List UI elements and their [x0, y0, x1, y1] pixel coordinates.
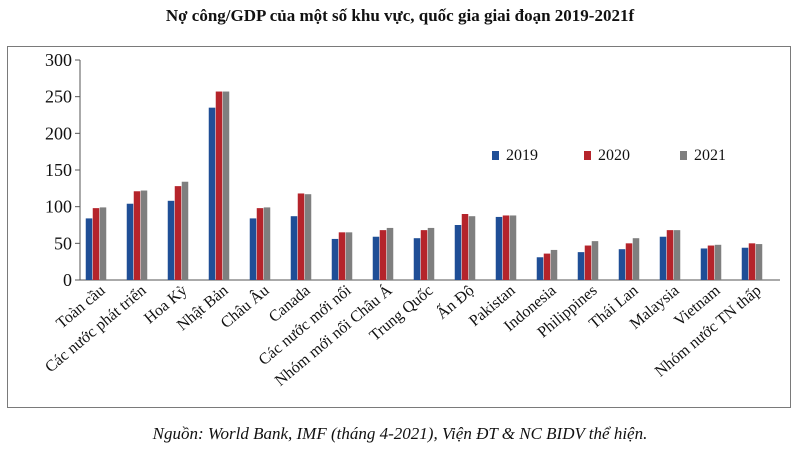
legend-swatch-2021: [680, 151, 687, 160]
bar-2020-13: [625, 243, 633, 280]
chart-title: Nợ công/GDP của một số khu vực, quốc gia…: [165, 6, 635, 25]
bar-2021-10: [509, 215, 517, 280]
bar-2020-11: [543, 253, 551, 280]
bar-2021-16: [755, 244, 763, 280]
bar-2020-2: [174, 186, 182, 280]
bar-2019-0: [85, 218, 93, 280]
bar-2020-15: [707, 245, 715, 280]
bar-2021-15: [714, 244, 722, 280]
bar-2021-1: [140, 190, 148, 280]
bar-2021-13: [632, 238, 640, 280]
y-tick-label: 100: [45, 197, 72, 217]
bar-2021-11: [550, 249, 558, 280]
bar-2020-3: [215, 91, 223, 281]
y-axis: 0 50 100 150 200 250 300: [45, 50, 81, 290]
bar-2019-10: [495, 216, 503, 280]
bar-2020-4: [256, 208, 264, 280]
bar-2021-7: [386, 227, 394, 280]
bar-2019-12: [577, 252, 585, 280]
bar-2020-0: [92, 208, 100, 280]
bar-2019-15: [700, 248, 708, 280]
bar-2019-9: [454, 225, 462, 280]
legend-label-2021: 2021: [694, 147, 726, 164]
bar-2019-13: [618, 249, 626, 280]
y-tick-label: 150: [45, 160, 72, 180]
y-tick-label: 50: [54, 233, 72, 253]
bar-2021-4: [263, 207, 271, 280]
bar-2019-8: [413, 238, 421, 280]
bar-2021-3: [222, 91, 230, 281]
bar-2021-9: [468, 216, 476, 280]
bars-group: [85, 91, 763, 281]
bar-2020-1: [133, 191, 141, 280]
bar-2021-12: [591, 241, 599, 280]
bar-2019-14: [659, 236, 667, 280]
bar-2019-3: [208, 107, 216, 281]
y-tick-label: 200: [45, 123, 72, 143]
bar-2019-1: [126, 203, 134, 280]
legend-label-2020: 2020: [598, 147, 630, 164]
bar-2021-14: [673, 230, 681, 280]
bar-2020-5: [297, 193, 305, 280]
chart-frame: [7, 46, 791, 408]
bar-2020-6: [338, 232, 346, 280]
bar-2020-9: [461, 214, 469, 280]
bar-2021-2: [181, 181, 189, 280]
bar-2021-8: [427, 227, 435, 280]
legend-swatch-2020: [584, 151, 591, 160]
y-tick-label: 250: [45, 87, 72, 107]
bar-2019-4: [249, 218, 257, 280]
bar-2019-7: [372, 236, 380, 280]
bar-2019-11: [536, 257, 544, 280]
legend-label-2019: 2019: [506, 147, 538, 164]
legend: 2019 2020 2021: [492, 147, 726, 164]
bar-2021-0: [99, 207, 107, 280]
bar-2020-16: [748, 243, 756, 280]
bar-2019-6: [331, 238, 339, 280]
bar-2020-7: [379, 230, 387, 280]
bar-2020-14: [666, 230, 674, 280]
bar-2020-10: [502, 215, 510, 280]
bar-2021-5: [304, 194, 312, 280]
bar-2019-16: [741, 247, 749, 280]
bar-2019-5: [290, 216, 298, 280]
legend-swatch-2019: [492, 151, 499, 160]
y-tick-label: 300: [45, 50, 72, 70]
bar-2019-2: [167, 200, 175, 280]
y-tick-label: 0: [63, 270, 72, 290]
source-note: Nguồn: World Bank, IMF (tháng 4-2021), V…: [152, 424, 648, 443]
bar-2020-12: [584, 245, 592, 280]
bar-2021-6: [345, 232, 353, 280]
bar-2020-8: [420, 230, 428, 280]
